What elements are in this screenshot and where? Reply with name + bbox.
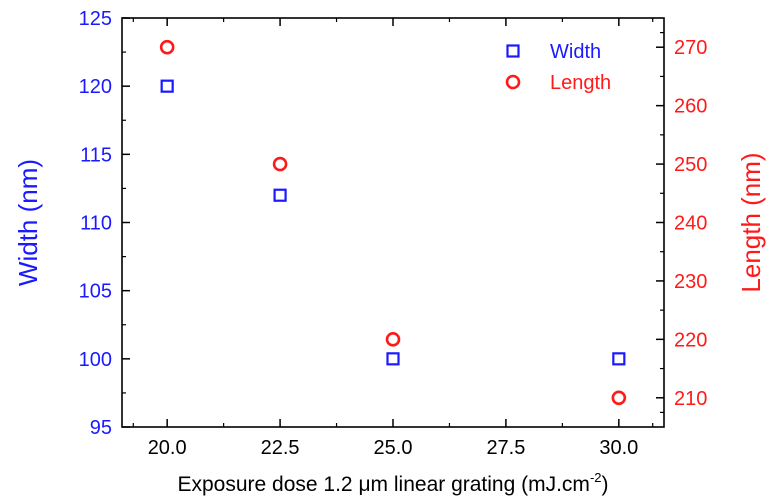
left-y-tick-label: 95 bbox=[90, 417, 112, 439]
x-axis-title-close: ) bbox=[602, 473, 609, 496]
width-point bbox=[273, 188, 287, 202]
length-point bbox=[272, 156, 288, 172]
left-y-tick-label: 110 bbox=[80, 213, 112, 235]
x-axis-title-suffix: m linear grating (mJ.cm bbox=[371, 473, 590, 496]
right-y-tick-label: 240 bbox=[674, 213, 707, 235]
x-tick-label: 22.5 bbox=[261, 437, 300, 459]
x-axis-ticks: 20.0 22.5 25.0 27.5 30.0 bbox=[132, 18, 654, 459]
right-y-axis-title: Length (nm) bbox=[736, 152, 766, 292]
data-points bbox=[159, 39, 627, 406]
x-tick-label: 25.0 bbox=[374, 437, 413, 459]
width-point bbox=[386, 352, 400, 366]
right-y-tick-label: 260 bbox=[674, 96, 707, 118]
x-tick-label: 30.0 bbox=[599, 437, 638, 459]
left-y-axis-ticks: 95 100 105 110 115 120 125 bbox=[79, 8, 130, 439]
legend-label: Width bbox=[550, 41, 601, 63]
length-point bbox=[611, 390, 627, 406]
legend-label: Length bbox=[550, 72, 611, 94]
x-axis-title-mu: μ bbox=[358, 473, 370, 496]
length-point bbox=[159, 39, 175, 55]
left-y-axis-title: Width (nm) bbox=[13, 159, 43, 286]
right-y-tick-label: 230 bbox=[674, 271, 707, 293]
x-tick-label: 27.5 bbox=[486, 437, 525, 459]
right-y-axis-ticks: 210 220 230 240 250 260 270 bbox=[656, 32, 707, 413]
left-y-tick-label: 120 bbox=[79, 76, 112, 98]
length-point bbox=[385, 332, 401, 347]
right-y-tick-label: 250 bbox=[674, 154, 707, 176]
right-y-tick-label: 220 bbox=[674, 329, 707, 351]
left-y-tick-label: 100 bbox=[79, 349, 112, 371]
x-axis-title-prefix: Exposure dose 1.2 bbox=[177, 473, 358, 496]
left-y-tick-label: 115 bbox=[80, 144, 112, 166]
width-point bbox=[612, 352, 626, 366]
left-y-tick-label: 105 bbox=[79, 281, 112, 303]
x-axis-title: Exposure dose 1.2 μm linear grating (mJ.… bbox=[177, 470, 608, 496]
left-y-tick-label: 125 bbox=[79, 8, 112, 30]
legend: Width Length bbox=[505, 41, 611, 94]
x-tick-label: 20.0 bbox=[148, 437, 187, 459]
x-axis-title-sup: -2 bbox=[590, 470, 602, 485]
legend-length-marker bbox=[505, 74, 521, 90]
right-y-tick-label: 270 bbox=[674, 37, 707, 59]
legend-width-marker bbox=[506, 44, 520, 58]
width-point bbox=[160, 79, 174, 93]
right-y-tick-label: 210 bbox=[674, 388, 707, 410]
